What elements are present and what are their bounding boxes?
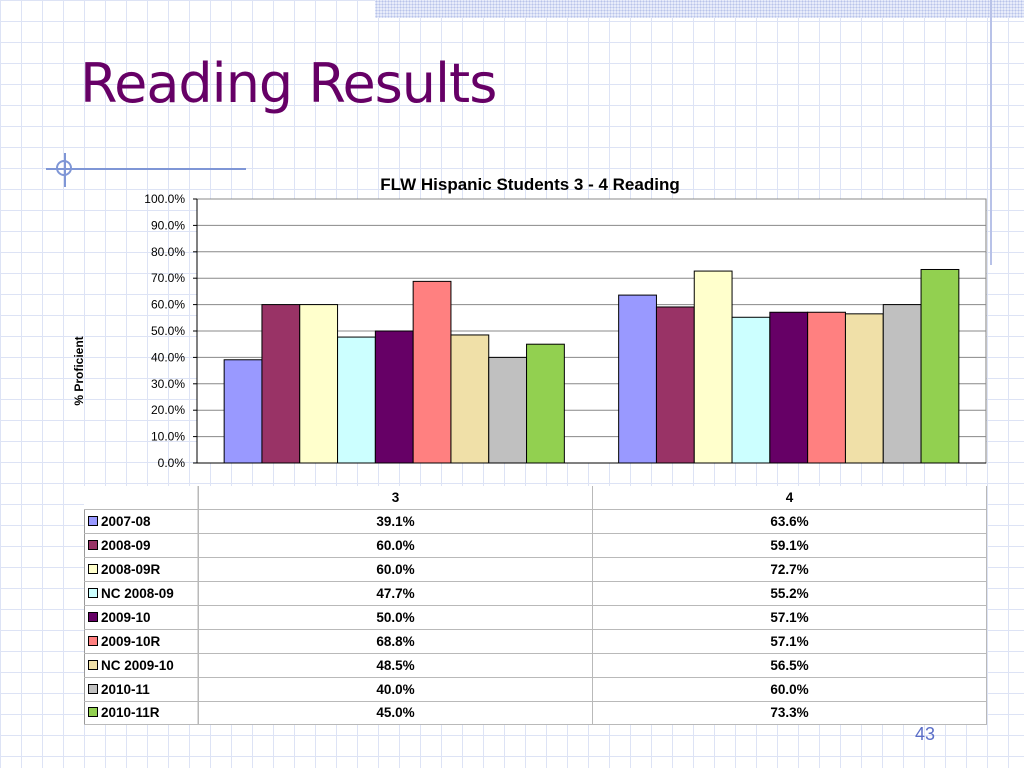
slide-number: 43 [914, 724, 936, 744]
bar [299, 304, 339, 464]
table-value-cell: 50.0% [198, 604, 593, 630]
table-value-cell: 60.0% [592, 676, 987, 702]
bar [655, 306, 695, 464]
table-row: 2008-09 60.0% 59.1% [84, 533, 987, 559]
legend-entry: 2009-10 [84, 604, 198, 630]
legend-label: NC 2008-09 [101, 586, 174, 601]
legend-label: 2008-09R [101, 562, 161, 578]
bars [223, 268, 960, 464]
legend-swatch [88, 564, 98, 575]
bar [882, 304, 922, 464]
bar [844, 313, 884, 464]
bar [337, 336, 376, 464]
y-tick-labels: 0.0% 10.0% 20.0% 30.0% 40.0% 50.0% 60.0% 70.0% 8… [144, 192, 197, 470]
y-tick-label: 100.0% [144, 192, 185, 206]
legend-entry: 2007-08 [84, 509, 198, 535]
bar [618, 294, 657, 464]
table-value-cell: 68.8% [198, 628, 593, 654]
legend-entry: 2009-10R [84, 628, 198, 654]
legend-data-table: 3 4 2007-08 39.1% 63.6% 2008-09 60.0% 59.1% 2008… [84, 486, 987, 726]
y-tick-label: 80.0% [151, 245, 185, 259]
table-value-cell: 57.1% [592, 604, 987, 630]
y-tick-label: 30.0% [151, 377, 185, 391]
bar [526, 343, 565, 464]
table-value-cell: 40.0% [198, 676, 593, 702]
y-tick-label: 0.0% [158, 456, 186, 470]
table-value-cell: 60.0% [198, 557, 593, 583]
table-row: 2010-11 40.0% 60.0% [84, 676, 987, 702]
legend-swatch [88, 683, 98, 694]
legend-swatch [88, 588, 98, 598]
bar [920, 268, 960, 464]
legend-label: 2009-10 [101, 609, 151, 625]
legend-entry: NC 2009-10 [84, 652, 198, 678]
legend-label: 2007-08 [101, 514, 151, 530]
title-underline-circle [56, 160, 72, 176]
bar [488, 356, 528, 464]
legend-swatch [88, 635, 98, 646]
bar [374, 330, 414, 464]
table-row: 2009-10 50.0% 57.1% [84, 604, 987, 630]
legend-label: 2010-11R [101, 705, 160, 721]
legend-entry: 2008-09R [84, 557, 198, 583]
table-value-cell: 39.1% [198, 509, 593, 535]
table-row: NC 2008-09 47.7% 55.2% [84, 581, 987, 606]
right-decorative-rule [990, 0, 992, 265]
legend-swatch [88, 540, 98, 551]
legend-entry: 2010-11 [84, 676, 198, 702]
table-value-cell: 73.3% [592, 700, 987, 726]
chart-title: FLW Hispanic Students 3 - 4 Reading [380, 175, 679, 194]
legend-label: 2010-11 [101, 681, 150, 697]
bar [223, 359, 263, 464]
legend-swatch [88, 707, 98, 718]
table-row: NC 2009-10 48.5% 56.5% [84, 652, 987, 678]
table-corner-cell [84, 486, 198, 511]
table-row: 2009-10R 68.8% 57.1% [84, 628, 987, 654]
table-value-cell: 48.5% [198, 652, 593, 678]
y-tick-label: 40.0% [151, 350, 185, 364]
table-value-cell: 60.0% [198, 533, 593, 559]
x-category-label: 4 [592, 486, 987, 511]
y-tick-label: 50.0% [151, 324, 185, 338]
legend-label: NC 2009-10 [101, 657, 174, 673]
table-value-cell: 57.1% [592, 628, 987, 654]
table-value-cell: 59.1% [592, 533, 987, 559]
legend-entry: 2008-09 [84, 533, 198, 559]
legend-label: 2009-10R [101, 633, 161, 649]
bar [693, 270, 733, 464]
y-axis-label: % Proficient [72, 336, 86, 405]
bar [731, 316, 771, 464]
table-value-cell: 63.6% [592, 509, 987, 535]
legend-swatch [88, 516, 98, 527]
table-value-cell: 45.0% [198, 700, 593, 726]
bar [261, 304, 301, 464]
table-row: 2010-11R 45.0% 73.3% [84, 700, 987, 726]
y-tick-label: 70.0% [151, 271, 185, 285]
table-value-cell: 72.7% [592, 557, 987, 583]
top-decorative-band [375, 0, 1024, 18]
bar [450, 334, 490, 464]
slide-title: Reading Results [80, 52, 497, 115]
legend-label: 2008-09 [101, 538, 151, 554]
table-row: 2008-09R 60.0% 72.7% [84, 557, 987, 583]
legend-swatch [88, 611, 98, 622]
table-value-cell: 55.2% [592, 581, 987, 606]
legend-entry: NC 2008-09 [84, 581, 198, 606]
y-tick-label: 20.0% [151, 403, 185, 417]
legend-entry: 2010-11R [84, 700, 198, 726]
y-tick-label: 10.0% [151, 430, 185, 444]
bar [412, 280, 452, 464]
x-category-label: 3 [198, 486, 593, 511]
title-underline [46, 168, 246, 170]
bar [807, 311, 846, 464]
table-value-cell: 56.5% [592, 652, 987, 678]
table-row: 2007-08 39.1% 63.6% [84, 509, 987, 535]
table-value-cell: 47.7% [198, 581, 593, 606]
y-tick-label: 90.0% [151, 218, 185, 232]
y-tick-label: 60.0% [151, 298, 185, 312]
bar [769, 311, 809, 464]
legend-swatch [88, 659, 98, 670]
